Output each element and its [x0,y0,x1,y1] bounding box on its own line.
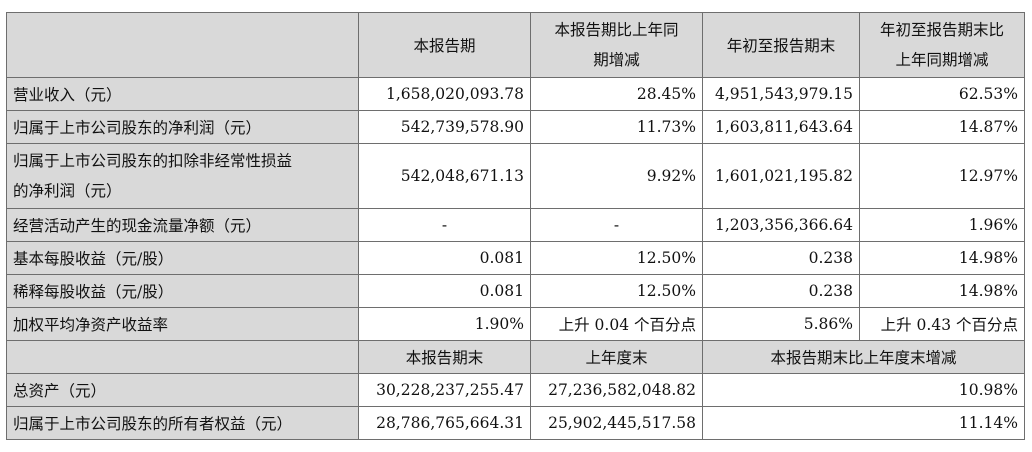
row-value-current: 1,658,020,093.78 [358,77,531,111]
table-row: 总资产（元） 30,228,237,255.47 27,236,582,048.… [6,373,1025,407]
row-value-ytd-change: 上升 0.43 个百分点 [859,307,1025,341]
row-value-change: 11.14% [702,406,1025,440]
financial-data-table: 本报告期 本报告期比上年同 期增减 年初至报告期末 年初至报告期末比 上年同期增… [6,12,1025,440]
row-label: 稀释每股收益（元/股） [6,274,359,308]
row-value-current: 0.081 [358,241,531,275]
row-label: 经营活动产生的现金流量净额（元） [6,208,359,242]
table-row: 归属于上市公司股东的净利润（元） 542,739,578.90 11.73% 1… [6,110,1025,144]
row-value-current-change: 11.73% [530,110,703,144]
row-value-ytd: 5.86% [702,307,860,341]
row-label: 归属于上市公司股东的净利润（元） [6,110,359,144]
row-value-current: 0.081 [358,274,531,308]
header-label-cell [6,12,359,78]
table-row: 归属于上市公司股东的扣除非经常性损益 的净利润（元） 542,048,671.1… [6,143,1025,209]
row-value-ytd: 4,951,543,979.15 [702,77,860,111]
row-value-ytd: 1,203,356,366.64 [702,208,860,242]
row-label-line2: 的净利润（元） [13,182,122,200]
row-value-ytd: 0.238 [702,274,860,308]
header-ytd-change-line2: 上年同期增减 [895,51,989,69]
row-value-prior-year-end: 27,236,582,048.82 [530,373,703,407]
row-value-ytd-change: 14.98% [859,241,1025,275]
header-ytd: 年初至报告期末 [702,12,860,78]
header-ytd-change-line1: 年初至报告期末比 [879,21,1004,39]
row-value-period-end: 30,228,237,255.47 [358,373,531,407]
row-value-ytd: 1,601,021,195.82 [702,143,860,209]
subheader-period-end: 本报告期末 [358,340,531,374]
table-header-row: 本报告期 本报告期比上年同 期增减 年初至报告期末 年初至报告期末比 上年同期增… [6,12,1025,78]
header-ytd-change: 年初至报告期末比 上年同期增减 [859,12,1025,78]
table-row: 营业收入（元） 1,658,020,093.78 28.45% 4,951,54… [6,77,1025,111]
row-label-line1: 归属于上市公司股东的扣除非经常性损益 [13,152,293,170]
row-value-period-end: 28,786,765,664.31 [358,406,531,440]
row-label: 基本每股收益（元/股） [6,241,359,275]
subheader-label-cell [6,340,359,374]
row-value-ytd-change: 12.97% [859,143,1025,209]
table-row: 经营活动产生的现金流量净额（元） - - 1,203,356,366.64 1.… [6,208,1025,242]
header-current-period-change-line2: 期增减 [593,51,640,69]
row-value-current: 542,048,671.13 [358,143,531,209]
row-label: 归属于上市公司股东的扣除非经常性损益 的净利润（元） [6,143,359,209]
subheader-change: 本报告期末比上年度末增减 [702,340,1025,374]
row-value-current: - [358,208,531,242]
row-value-current-change: 12.50% [530,274,703,308]
row-value-current-change: 9.92% [530,143,703,209]
header-current-period-change: 本报告期比上年同 期增减 [530,12,703,78]
row-value-ytd: 0.238 [702,241,860,275]
row-label: 加权平均净资产收益率 [6,307,359,341]
row-value-prior-year-end: 25,902,445,517.58 [530,406,703,440]
subheader-prior-year-end: 上年度末 [530,340,703,374]
table-row: 稀释每股收益（元/股） 0.081 12.50% 0.238 14.98% [6,274,1025,308]
row-value-ytd-change: 1.96% [859,208,1025,242]
row-label: 营业收入（元） [6,77,359,111]
row-value-ytd-change: 14.98% [859,274,1025,308]
row-label: 归属于上市公司股东的所有者权益（元） [6,406,359,440]
table-row: 归属于上市公司股东的所有者权益（元） 28,786,765,664.31 25,… [6,406,1025,440]
row-value-ytd-change: 14.87% [859,110,1025,144]
row-value-current-change: - [530,208,703,242]
row-value-current-change: 28.45% [530,77,703,111]
table-subheader-row: 本报告期末 上年度末 本报告期末比上年度末增减 [6,340,1025,374]
row-value-ytd: 1,603,811,643.64 [702,110,860,144]
row-value-change: 10.98% [702,373,1025,407]
row-label: 总资产（元） [6,373,359,407]
table-row: 基本每股收益（元/股） 0.081 12.50% 0.238 14.98% [6,241,1025,275]
header-current-period: 本报告期 [358,12,531,78]
row-value-current-change: 12.50% [530,241,703,275]
table-row: 加权平均净资产收益率 1.90% 上升 0.04 个百分点 5.86% 上升 0… [6,307,1025,341]
row-value-current-change: 上升 0.04 个百分点 [530,307,703,341]
row-value-current: 542,739,578.90 [358,110,531,144]
header-current-period-change-line1: 本报告期比上年同 [554,21,679,39]
row-value-ytd-change: 62.53% [859,77,1025,111]
row-value-current: 1.90% [358,307,531,341]
